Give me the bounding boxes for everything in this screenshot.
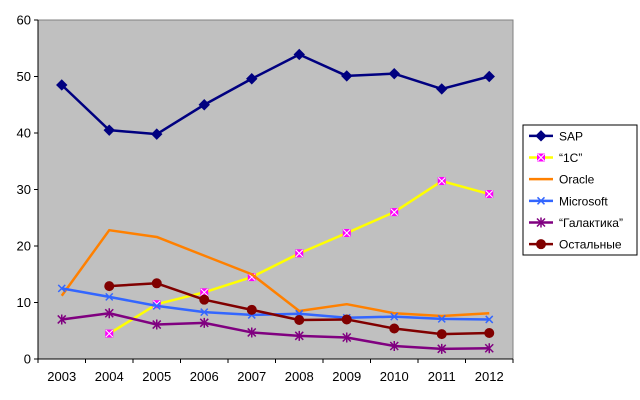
x-tick-label: 2008	[285, 369, 314, 384]
data-point	[436, 329, 447, 340]
data-point	[199, 294, 210, 305]
series-1	[105, 177, 494, 338]
data-point	[437, 177, 446, 186]
data-point	[389, 323, 400, 334]
x-tick-label: 2012	[475, 369, 504, 384]
legend-label: “Галактика”	[559, 216, 623, 230]
y-tick-label: 60	[17, 13, 31, 28]
y-tick-label: 40	[17, 126, 31, 141]
data-point	[485, 190, 494, 199]
data-point	[104, 308, 114, 319]
series-line	[60, 228, 490, 318]
legend-marker	[535, 130, 547, 142]
data-point	[294, 315, 305, 326]
y-tick-label: 30	[17, 182, 31, 197]
y-tick-label: 20	[17, 239, 31, 254]
data-point	[152, 319, 162, 330]
x-tick-label: 2010	[380, 369, 409, 384]
legend: SAP “1С” Oracle Microsoft “Галактика” Остальн…	[522, 124, 638, 256]
data-point	[198, 99, 210, 111]
data-point	[105, 329, 114, 338]
data-point	[57, 284, 66, 293]
data-point	[342, 229, 351, 238]
series-2	[60, 228, 490, 318]
data-point	[341, 314, 352, 325]
legend-item: Oracle	[529, 173, 595, 187]
data-point	[246, 304, 257, 315]
data-point	[199, 317, 209, 328]
legend-item: “1С”	[529, 151, 582, 165]
data-point	[152, 301, 161, 310]
plot-area	[37, 19, 514, 360]
data-point	[342, 332, 352, 343]
data-point	[105, 292, 114, 301]
legend-label: Остальные	[559, 238, 622, 252]
data-point	[246, 73, 258, 85]
y-tick-label: 50	[17, 69, 31, 84]
data-point	[484, 328, 495, 339]
legend-label: Oracle	[559, 173, 595, 187]
legend-box	[522, 124, 638, 256]
series-5	[104, 278, 495, 340]
x-tick-label: 2007	[237, 369, 266, 384]
data-point	[388, 67, 400, 80]
axes: 0 10 20 30 40 50 60 2003 2004 2005 2006 2007 2008 200…	[17, 13, 514, 384]
data-point	[57, 314, 67, 325]
x-tick-label: 2005	[142, 369, 171, 384]
data-point	[294, 330, 304, 341]
data-point	[390, 312, 399, 321]
series-0	[56, 48, 495, 140]
data-point	[151, 278, 162, 289]
y-tick-label: 10	[17, 295, 31, 310]
data-point	[485, 315, 494, 324]
series-layer	[56, 48, 495, 354]
series-4	[57, 308, 494, 354]
data-point	[56, 79, 68, 91]
legend-item: “Галактика”	[529, 216, 623, 230]
legend-marker	[536, 217, 546, 228]
legend-label: Microsoft	[559, 194, 608, 208]
legend-marker	[536, 196, 546, 205]
legend-marker	[536, 239, 546, 250]
data-point	[104, 281, 115, 292]
data-point	[389, 341, 399, 352]
data-point	[200, 308, 209, 317]
x-tick-label: 2003	[47, 369, 76, 384]
data-point	[483, 70, 495, 83]
x-tick-label: 2011	[428, 369, 456, 384]
data-point	[103, 124, 115, 136]
data-point	[295, 249, 304, 258]
legend-label: “1С”	[559, 151, 582, 165]
data-point	[151, 128, 163, 140]
data-point	[436, 83, 448, 95]
data-point	[437, 314, 446, 323]
data-point	[341, 70, 353, 82]
data-point	[247, 327, 257, 338]
x-tick-label: 2009	[332, 369, 361, 384]
legend-item: Остальные	[529, 238, 622, 252]
data-point	[437, 343, 447, 354]
data-point	[390, 208, 399, 217]
data-point	[293, 48, 305, 61]
data-point	[484, 343, 494, 354]
legend-marker	[537, 153, 545, 162]
series-line	[61, 311, 490, 351]
series-line	[60, 53, 490, 136]
x-tick-label: 2006	[190, 369, 219, 384]
legend-item: Microsoft	[529, 194, 608, 208]
y-tick-label: 0	[24, 352, 31, 367]
legend-label: SAP	[559, 129, 583, 143]
legend-item: SAP	[529, 129, 583, 143]
x-tick-label: 2004	[95, 369, 124, 384]
